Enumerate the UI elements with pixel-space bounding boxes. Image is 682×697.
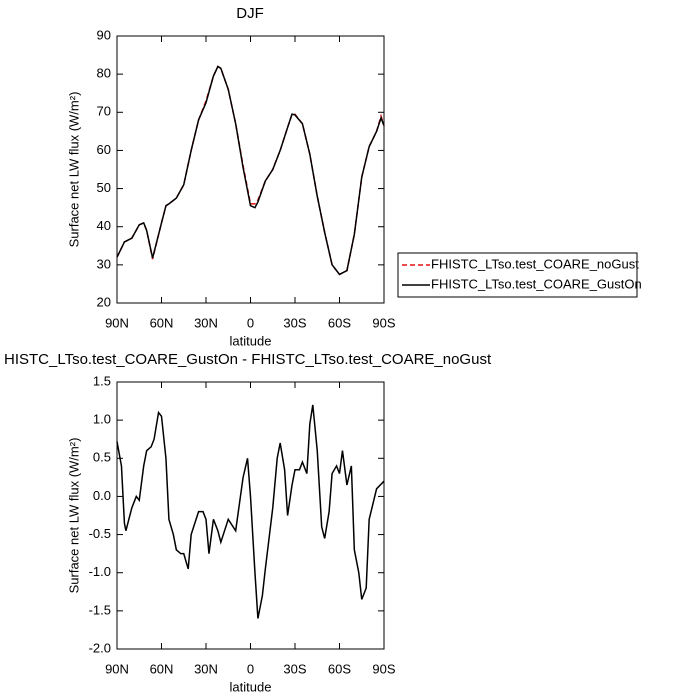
y-tick-label: 70 xyxy=(97,104,111,119)
y-tick-label: 50 xyxy=(97,180,111,195)
data-line xyxy=(116,65,385,276)
x-tick-label: 60N xyxy=(150,315,174,330)
y-tick-label: 60 xyxy=(97,142,111,157)
y-tick-label: -1.5 xyxy=(89,602,111,617)
y-axis-label: Surface net LW flux (W/m²) xyxy=(66,92,81,248)
y-tick-label: 40 xyxy=(97,218,111,233)
legend-label: FHISTC_LTso.test_COARE_GustOn xyxy=(431,276,642,291)
x-tick-label: 60N xyxy=(150,661,174,676)
x-tick-label: 90S xyxy=(372,315,395,330)
y-tick-label: 1.5 xyxy=(93,373,111,388)
y-tick-label: 20 xyxy=(97,294,111,309)
y-tick-label: 80 xyxy=(97,66,111,81)
x-tick-label: 90N xyxy=(105,315,129,330)
x-tick-label: 30N xyxy=(194,315,218,330)
y-tick-label: 90 xyxy=(97,27,111,42)
y-axis-label: Surface net LW flux (W/m²) xyxy=(66,438,81,594)
x-tick-label: 60S xyxy=(328,661,351,676)
y-tick-label: 30 xyxy=(97,256,111,271)
x-tick-label: 0 xyxy=(247,315,254,330)
y-tick-label: -1.0 xyxy=(89,564,111,579)
x-tick-label: 30N xyxy=(194,661,218,676)
data-line xyxy=(116,404,385,619)
x-tick-label: 90N xyxy=(105,661,129,676)
x-tick-label: 90S xyxy=(372,661,395,676)
x-tick-label: 60S xyxy=(328,315,351,330)
x-tick-label: 0 xyxy=(247,661,254,676)
legend-label: FHISTC_LTso.test_COARE_noGust xyxy=(431,256,639,271)
x-tick-label: 30S xyxy=(283,315,306,330)
y-tick-label: 0.5 xyxy=(93,450,111,465)
x-tick-label: 30S xyxy=(283,661,306,676)
plot-frame xyxy=(116,35,385,304)
y-tick-label: -2.0 xyxy=(89,640,111,655)
x-axis-label: latitude xyxy=(230,333,272,348)
y-tick-label: -0.5 xyxy=(89,526,111,541)
chart-title: HISTC_LTso.test_COARE_GustOn - FHISTC_LT… xyxy=(4,351,492,368)
y-tick-label: 0.0 xyxy=(93,488,111,503)
x-axis-label: latitude xyxy=(230,679,272,694)
chart-title: DJF xyxy=(236,5,264,22)
legend-box xyxy=(397,252,638,298)
y-tick-label: 1.0 xyxy=(93,412,111,427)
